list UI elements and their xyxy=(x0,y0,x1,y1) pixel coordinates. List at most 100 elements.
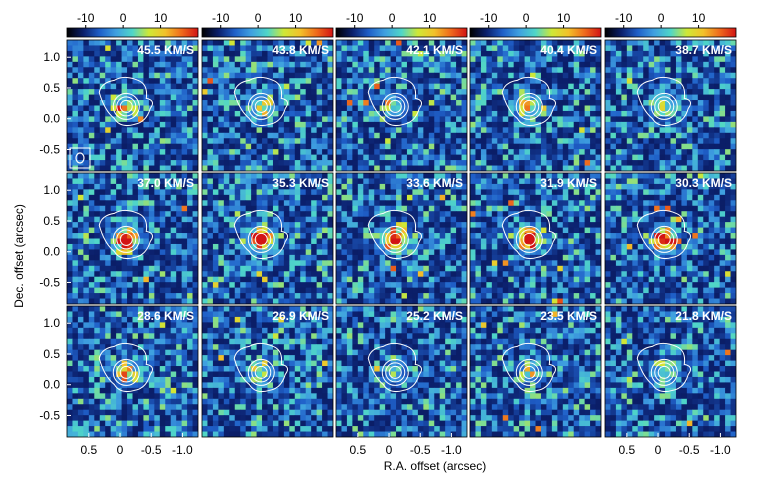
colorbar-tick-label: -10 xyxy=(615,11,633,25)
emission-map xyxy=(605,40,736,171)
channel-panel: 35.3 KM/S xyxy=(201,172,334,305)
colorbar xyxy=(335,27,468,38)
x-tick-label: 0.5 xyxy=(349,443,366,457)
continuum-contours xyxy=(233,209,289,260)
y-tick-label: -0.5 xyxy=(39,408,60,422)
colorbar-tick-label: 0 xyxy=(523,11,530,25)
continuum-contours xyxy=(98,76,154,127)
x-tick-label: -0.5 xyxy=(410,443,431,457)
y-tick-label: 0.5 xyxy=(43,347,60,361)
y-tick-label: 0.5 xyxy=(43,81,60,95)
velocity-label: 23.5 KM/S xyxy=(540,309,597,323)
colorbar-tick-label: 10 xyxy=(289,11,303,25)
colorbar-tick-label: 0 xyxy=(658,11,665,25)
velocity-label: 42.1 KM/S xyxy=(406,43,463,57)
emission-map xyxy=(336,306,467,437)
continuum-contours xyxy=(233,76,289,127)
colorbar xyxy=(469,27,602,38)
channel-panel: 30.3 KM/S xyxy=(604,172,737,305)
channel-panel: 23.5 KM/S xyxy=(469,305,602,438)
beam-indicator xyxy=(69,147,91,169)
x-tick-label: -0.5 xyxy=(141,443,162,457)
y-tick-label: 0.5 xyxy=(43,214,60,228)
channel-panel: 33.6 KM/S xyxy=(335,172,468,305)
colorbar-tick-label: -10 xyxy=(480,11,498,25)
channel-panel: 45.5 KM/S xyxy=(66,39,199,172)
y-tick-label: 1.0 xyxy=(43,316,60,330)
emission-map xyxy=(202,306,333,437)
continuum-contours xyxy=(636,342,692,393)
x-axis-label: R.A. offset (arcsec) xyxy=(384,459,486,473)
continuum-contours xyxy=(98,209,154,260)
colorbar-tick-label: -10 xyxy=(346,11,364,25)
velocity-label: 21.8 KM/S xyxy=(675,309,732,323)
x-tick-label: 0 xyxy=(655,443,662,457)
velocity-label: 37.0 KM/S xyxy=(137,176,194,190)
channel-panel: 21.8 KM/S xyxy=(604,305,737,438)
channel-panel: 26.9 KM/S xyxy=(201,305,334,438)
colorbar-tick-label: 10 xyxy=(154,11,168,25)
continuum-contours xyxy=(367,342,423,393)
colorbar xyxy=(201,27,334,38)
emission-map xyxy=(67,306,198,437)
x-tick-label: -1.0 xyxy=(710,443,731,457)
colorbar-tick-label: -10 xyxy=(77,11,95,25)
y-tick-label: -0.5 xyxy=(39,275,60,289)
y-tick-label: -0.5 xyxy=(39,142,60,156)
continuum-contours xyxy=(367,76,423,127)
y-axis-label: Dec. offset (arcsec) xyxy=(12,204,26,308)
colorbars: -10 0 10 -10 0 10 -10 0 10 -10 0 10 -10 0 10 xyxy=(66,11,737,38)
velocity-label: 45.5 KM/S xyxy=(137,43,194,57)
continuum-contours xyxy=(501,76,557,127)
y-tick-label: 0.0 xyxy=(43,378,60,392)
velocity-label: 43.8 KM/S xyxy=(272,43,329,57)
colorbar-tick-label: -10 xyxy=(212,11,230,25)
continuum-contours xyxy=(367,209,423,260)
continuum-contours xyxy=(233,342,289,393)
x-tick-label: -1.0 xyxy=(441,443,462,457)
channel-panel: 25.2 KM/S xyxy=(335,305,468,438)
channel-panel: 38.7 KM/S xyxy=(604,39,737,172)
colorbar xyxy=(604,27,737,38)
continuum-contours xyxy=(501,209,557,260)
velocity-label: 38.7 KM/S xyxy=(675,43,732,57)
y-tick-label: 0.0 xyxy=(43,245,60,259)
y-tick-label: 1.0 xyxy=(43,183,60,197)
colorbar xyxy=(66,27,199,38)
continuum-contours xyxy=(501,342,557,393)
velocity-label: 33.6 KM/S xyxy=(406,176,463,190)
channel-panel: 40.4 KM/S xyxy=(469,39,602,172)
velocity-label: 25.2 KM/S xyxy=(406,309,463,323)
axes: 1.0 1.0 1.0 0.5 0.5 0.5 0.0 0.0 0.0 -0.5 -0.5 -0.5 0… xyxy=(39,50,731,457)
channel-panel: 43.8 KM/S xyxy=(201,39,334,172)
colorbar-tick-label: 0 xyxy=(120,11,127,25)
y-tick-label: 1.0 xyxy=(43,50,60,64)
x-tick-label: 0.5 xyxy=(80,443,97,457)
colorbar-tick-label: 0 xyxy=(389,11,396,25)
channel-panel: 31.9 KM/S xyxy=(469,172,602,305)
x-tick-label: 0 xyxy=(117,443,124,457)
colorbar-tick-label: 10 xyxy=(557,11,571,25)
colorbar-tick-label: 0 xyxy=(255,11,262,25)
continuum-contours xyxy=(636,76,692,127)
x-tick-label: 0 xyxy=(386,443,393,457)
velocity-label: 40.4 KM/S xyxy=(540,43,597,57)
channel-panels: 45.5 KM/S 43.8 KM/S 42.1 KM/S 40.4 KM/S 38.7… xyxy=(66,39,737,438)
velocity-label: 28.6 KM/S xyxy=(137,309,194,323)
emission-map xyxy=(202,173,333,304)
velocity-label: 35.3 KM/S xyxy=(272,176,329,190)
x-tick-label: 0.5 xyxy=(618,443,635,457)
continuum-contours xyxy=(636,209,692,260)
emission-map xyxy=(605,306,736,437)
velocity-label: 30.3 KM/S xyxy=(675,176,732,190)
velocity-label: 26.9 KM/S xyxy=(272,309,329,323)
colorbar-tick-label: 10 xyxy=(423,11,437,25)
velocity-label: 31.9 KM/S xyxy=(540,176,597,190)
x-tick-label: -0.5 xyxy=(679,443,700,457)
emission-map xyxy=(336,173,467,304)
channel-panel: 37.0 KM/S xyxy=(66,172,199,305)
colorbar-tick-label: 10 xyxy=(692,11,706,25)
continuum-contours xyxy=(98,342,154,393)
channel-panel: 42.1 KM/S xyxy=(335,39,468,172)
